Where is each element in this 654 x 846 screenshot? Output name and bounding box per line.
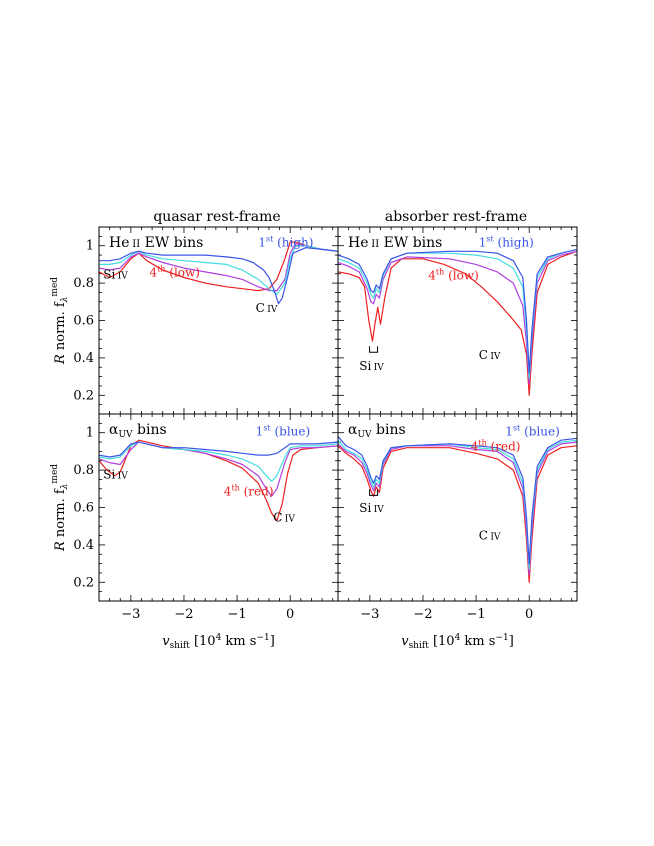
ion-label: C IV	[273, 511, 295, 525]
x-tick-label: −2	[413, 607, 432, 622]
y-tick-label: 0.4	[73, 538, 94, 553]
series-line-third-bin	[99, 243, 338, 292]
series-line-first-bin	[338, 248, 577, 374]
series-line-fourth-bin	[338, 250, 577, 396]
series-line-second-bin	[99, 441, 338, 482]
column-title-absorber: absorber rest-frame	[385, 209, 527, 225]
panel-title: He II EW bins	[109, 235, 203, 251]
x-tick-label: −1	[467, 607, 486, 622]
x-tick-label: −3	[121, 607, 140, 622]
panel-title: αUV bins	[348, 422, 406, 440]
series-line-first-bin	[99, 247, 338, 305]
series-line-third-bin	[99, 441, 338, 497]
series-group	[99, 439, 338, 522]
series-line-first-bin	[338, 436, 577, 565]
y-tick-label: 0.2	[73, 575, 94, 590]
y-tick-label: 0.2	[73, 388, 94, 403]
ion-label: Si IV	[103, 468, 128, 482]
series-line-fourth-bin	[338, 445, 577, 583]
x-axis-label: vshift [104 km s−1]	[401, 633, 514, 651]
y-tick-label: 0.4	[73, 351, 94, 366]
panel-frame	[337, 413, 578, 602]
bin-label: 4th (red)	[471, 438, 521, 453]
ion-label: C IV	[256, 301, 278, 315]
y-axis-label: R norm. fλmed	[50, 464, 70, 552]
panel-br: αUV bins 1st (blue)4th (red) Si IV C IV −3 −2…	[337, 413, 578, 622]
x-tick-label: −3	[360, 607, 379, 622]
panel-tl: He II EW bins 1st (high) 4th (low) Si IV C I…	[73, 226, 339, 415]
bin-label: 4th (red)	[224, 483, 274, 498]
panel-frame	[98, 413, 339, 602]
column-title-quasar: quasar rest-frame	[153, 209, 280, 225]
si-iv-bracket	[369, 346, 379, 353]
panel-bl: αUV bins 1st (blue) 4th (red) Si IV C IV 1 0.8…	[73, 413, 339, 622]
ion-label: Si IV	[359, 359, 384, 373]
y-tick-label: 1	[86, 239, 94, 254]
series-group	[338, 436, 577, 583]
bin-label: 1st (high)	[258, 235, 313, 250]
series-line-third-bin	[338, 250, 577, 385]
series-line-second-bin	[99, 245, 338, 295]
bin-label: 4th (low)	[149, 265, 200, 280]
si-iv-bracket	[369, 489, 379, 496]
bin-label: 1st (blue)	[505, 424, 560, 439]
bin-label: 1st (blue)	[256, 424, 311, 439]
ion-label: C IV	[479, 348, 501, 362]
plot-area: He II EW bins 1st (high) 4th (low) Si IV C I…	[50, 226, 578, 651]
y-tick-label: 0.6	[73, 314, 94, 329]
x-tick-label: −1	[228, 607, 247, 622]
ticks	[337, 226, 577, 415]
ion-label: Si IV	[103, 267, 128, 281]
bin-label: 4th (low)	[428, 267, 479, 282]
y-axis-label: R norm. fλmed	[50, 277, 70, 365]
x-tick-label: 0	[525, 607, 533, 622]
panel-tr: He II EW bins 1st (high) 4th (low) Si IV C I…	[337, 226, 578, 415]
x-axis-label: vshift [104 km s−1]	[162, 633, 275, 651]
panel-title: He II EW bins	[348, 235, 442, 251]
y-tick-label: 0.8	[73, 276, 94, 291]
y-tick-label: 0.8	[73, 463, 94, 478]
series-group	[338, 248, 577, 396]
series-line-third-bin	[338, 441, 577, 576]
ion-label: C IV	[479, 528, 501, 542]
y-tick-label: 1	[86, 426, 94, 441]
panel-title: αUV bins	[109, 422, 167, 440]
ion-label: Si IV	[359, 501, 384, 515]
bin-label: 1st (high)	[479, 235, 534, 250]
x-tick-label: −2	[174, 607, 193, 622]
ticks	[98, 413, 338, 602]
y-tick-label: 0.6	[73, 501, 94, 516]
x-tick-label: 0	[286, 607, 294, 622]
panel-frame	[337, 226, 578, 415]
series-line-fourth-bin	[99, 439, 338, 522]
series-line-fourth-bin	[99, 241, 338, 292]
series-line-first-bin	[99, 441, 338, 458]
series-group	[99, 241, 338, 305]
